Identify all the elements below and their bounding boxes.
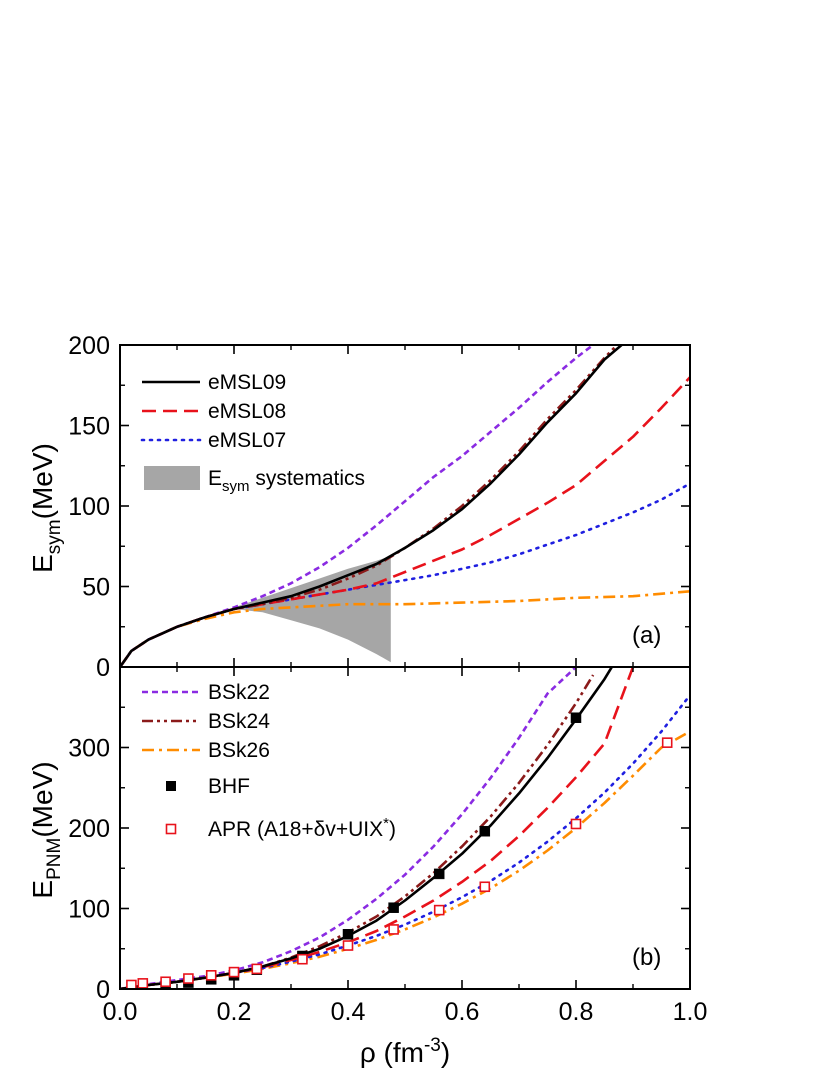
panel-b-legend-label-apr: APR (A18+δv+UIX*) bbox=[208, 815, 396, 841]
panel-b-ytick-label: 200 bbox=[68, 815, 110, 843]
panel-b-ylabel: EPNM(MeV) bbox=[27, 761, 65, 898]
panel-b-marker-apr bbox=[251, 963, 263, 975]
panel-b-xtick-label: 0.0 bbox=[103, 998, 138, 1026]
panel-b-legend-label-bsk24: BSk24 bbox=[208, 710, 270, 733]
panel-a-ylabel: Esym(MeV) bbox=[27, 443, 65, 573]
panel-a-series-bsk24 bbox=[120, 345, 619, 667]
panel-b-marker-apr bbox=[228, 966, 240, 978]
panel-a-series-emsl07 bbox=[120, 482, 690, 667]
panel-b-marker-apr bbox=[160, 976, 171, 988]
panel-a-ticks: 0 50 100 150 200 bbox=[68, 332, 691, 682]
panel-b-ticks: 0 100 200 300 0.0 0.2 0.4 0.6 0.8 1.0 bbox=[68, 667, 707, 1026]
panel-b-marker-bhf bbox=[342, 929, 354, 940]
panel-b-series-bsk26 bbox=[120, 730, 690, 989]
panel-a-ytick-label: 100 bbox=[68, 493, 110, 521]
panel-a-legend-swatch-band bbox=[144, 466, 200, 490]
panel-b-legend-swatch-bhf bbox=[166, 781, 176, 791]
panel-b-xtick-label: 1.0 bbox=[673, 998, 708, 1026]
x-axis-title: ρ (fm-3) bbox=[360, 1035, 450, 1068]
panel-b-marker-apr bbox=[661, 737, 673, 748]
panel-a-series bbox=[120, 345, 690, 667]
panel-a-series-emsl09 bbox=[120, 345, 623, 667]
panel-b-ytick-label: 100 bbox=[68, 896, 110, 924]
panel-a-legend-label-band: Esym systematics bbox=[208, 467, 365, 495]
panel-a-series-emsl08 bbox=[120, 376, 690, 667]
panel-b-legend-label-bsk26: BSk26 bbox=[208, 739, 270, 762]
panel-b-marker-apr bbox=[433, 904, 445, 916]
panel-b-marker-apr bbox=[479, 881, 491, 893]
panel-a-ytick-label: 50 bbox=[82, 574, 110, 602]
panel-b-marker-apr bbox=[126, 979, 137, 989]
panel-a-label: (a) bbox=[632, 622, 661, 649]
panel-b-marker-apr bbox=[342, 940, 354, 951]
panel-b-ytick-label: 0 bbox=[96, 976, 110, 1004]
panel-a-ytick-label: 200 bbox=[68, 332, 110, 360]
panel-a-legend-label-emsl07: eMSL07 bbox=[208, 429, 286, 452]
panel-a-ytick-label: 150 bbox=[68, 413, 110, 441]
panel-b-marker-apr bbox=[183, 973, 194, 984]
panel-b-marker-bhf bbox=[570, 712, 582, 723]
systematics-band bbox=[234, 555, 391, 663]
panel-b-marker-apr bbox=[137, 978, 149, 989]
panel-a-series-bsk26 bbox=[120, 590, 690, 667]
panel-b-marker-bhf bbox=[388, 902, 399, 913]
panel-a-legend: eMSL09 eMSL08 eMSL07 Esym systematics bbox=[140, 371, 365, 495]
systematics-band-area bbox=[234, 555, 391, 663]
panel-b-marker-apr bbox=[297, 953, 308, 965]
panel-b-legend-label-bsk22: BSk22 bbox=[208, 681, 270, 704]
panel-b-series-emsl09 bbox=[120, 667, 614, 989]
panel-b-legend-swatch-apr bbox=[165, 823, 177, 835]
panel-b-xtick-label: 0.4 bbox=[331, 998, 366, 1026]
panel-b-legend-label-bhf: BHF bbox=[208, 775, 250, 798]
panel-a-legend-label-emsl08: eMSL08 bbox=[208, 400, 286, 423]
panel-b-xtick-label: 0.8 bbox=[559, 998, 594, 1026]
panel-b-marker-apr bbox=[205, 970, 217, 981]
panel-b-xtick-label: 0.6 bbox=[445, 998, 480, 1026]
panel-b-marker-bhf bbox=[479, 825, 491, 837]
panel-a-legend-label-emsl09: eMSL09 bbox=[208, 371, 286, 394]
panel-b-marker-apr bbox=[570, 818, 582, 830]
panel-b-xtick-label: 0.2 bbox=[217, 998, 252, 1026]
panel-b-legend: BSk22 BSk24 BSk26 BHF APR (A18+δv+UIX*) bbox=[142, 681, 396, 841]
panel-b-marker-bhf bbox=[433, 868, 445, 880]
panel-a-ytick-label: 0 bbox=[96, 654, 110, 682]
panel-b-series-emsl07 bbox=[120, 693, 690, 989]
panel-b-frame bbox=[119, 666, 691, 990]
panel-b-ytick-label: 300 bbox=[68, 735, 110, 763]
panel-b-markers bbox=[126, 712, 673, 989]
panel-b-series bbox=[120, 667, 690, 989]
panel-b-series-bsk22 bbox=[120, 667, 577, 989]
panel-b-marker-apr bbox=[388, 924, 399, 935]
panel-b-label: (b) bbox=[632, 944, 661, 971]
panel-a: 0 50 100 150 200 eMSL09 eMSL08 eMSL07 Esym syst… bbox=[27, 332, 691, 682]
